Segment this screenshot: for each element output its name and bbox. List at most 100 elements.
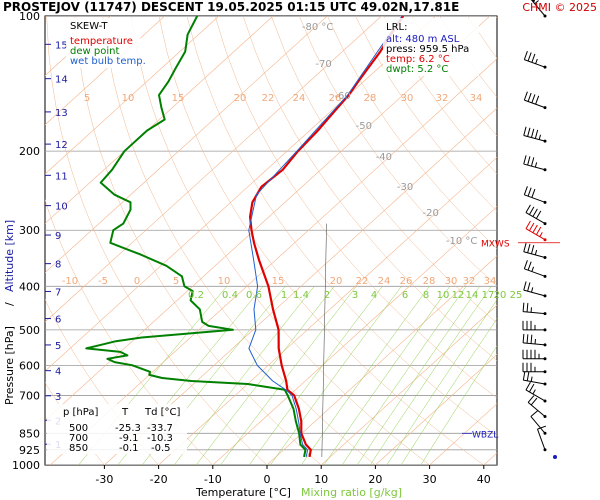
dry-adiabat-label: 15 <box>172 93 185 104</box>
wind-barb-flag <box>527 243 531 253</box>
y-tick-label: 600 <box>19 359 40 372</box>
isotherm-line <box>104 107 497 465</box>
wind-barb-flag <box>535 210 542 219</box>
wind-barb-staff <box>525 228 546 241</box>
altitude-tick-label: 10 <box>55 202 68 213</box>
wind-barb-flag <box>530 410 539 417</box>
wind-barb-station <box>543 255 547 259</box>
wind-barb <box>523 260 547 278</box>
isotherm-label: -10 °C <box>446 236 478 247</box>
parcel-reference-line <box>321 223 327 458</box>
y-axis-title-pressure: Pressure [hPa] <box>3 326 16 405</box>
wind-barb <box>525 220 547 242</box>
mixing-ratio-label: 1 <box>281 290 287 301</box>
wind-barb-flag <box>527 127 531 137</box>
wind-barb <box>523 51 547 69</box>
altitude-tick-label: 12 <box>55 140 68 151</box>
mixing-ratio-label: 25 <box>510 290 523 301</box>
mixing-ratio-label: 3 <box>352 290 358 301</box>
wind-barb-flag <box>534 129 539 139</box>
wind-barb <box>522 333 547 347</box>
wind-barb-station <box>543 65 547 69</box>
table-row-700-p: 700 <box>69 433 88 444</box>
isotherm-label: -80 °C <box>302 22 334 33</box>
wind-barb-staff <box>527 402 546 417</box>
isotherm-label: -30 <box>397 182 413 193</box>
wind-barb-station <box>543 357 547 361</box>
wind-barb-flag <box>526 303 529 313</box>
annotation-layer: MXWS WBZL <box>462 240 560 440</box>
y-axis-title-altitude: Altitude [km] <box>3 220 16 292</box>
y-tick-label: 200 <box>19 145 40 158</box>
altitude-tick-label: 7 <box>55 287 61 298</box>
lrl-box: LRL: alt: 480 m ASL press: 959.5 hPa tem… <box>383 18 479 76</box>
legend-title: SKEW-T <box>70 21 108 32</box>
dry-adiabat-label: 22 <box>262 93 275 104</box>
table-row-850-t: -0.1 <box>119 443 139 454</box>
mixing-ratio-label: 0.2 <box>188 290 204 301</box>
wind-barb-flag <box>522 333 525 343</box>
dry-adiabat-label: 32 <box>463 276 476 287</box>
x-axis-title: Temperature [°C] <box>195 486 291 499</box>
wind-barb-flag <box>523 242 527 252</box>
wind-barb <box>523 281 547 298</box>
wind-barb-station <box>543 238 547 242</box>
wind-barb-station <box>543 382 547 386</box>
wind-barb-flag <box>525 220 531 229</box>
mixing-ratio-line <box>220 286 357 465</box>
altitude-tick-label: 6 <box>55 315 61 326</box>
wind-barb <box>523 186 547 204</box>
dry-adiabat-label: 34 <box>470 93 483 104</box>
altitude-tick-label: 15 <box>55 40 68 51</box>
legend: SKEW-T temperature dew point wet bulb te… <box>66 18 146 68</box>
wind-barb-staff <box>525 389 546 402</box>
wind-barb-station <box>543 328 547 332</box>
isotherm-line <box>45 16 491 421</box>
chart-title: PROSTEJOV (11747) DESCENT 19.05.2025 01:… <box>3 0 459 14</box>
wind-barb-flag <box>523 186 528 195</box>
wind-barb <box>522 320 547 332</box>
dry-adiabat-label: 10 <box>218 276 231 287</box>
x-tick-label: 0 <box>264 473 271 486</box>
wind-barb <box>522 362 547 374</box>
isotherm-line <box>158 156 497 465</box>
lrl-temperature: temp: 6.2 °C <box>386 54 450 65</box>
isotherm-line <box>45 16 436 372</box>
wind-barb-half-flag <box>538 134 541 140</box>
isotherm-label: -60 <box>334 91 350 102</box>
altitude-tick-label: 11 <box>55 171 68 182</box>
dry-adiabat-line <box>214 16 497 399</box>
isotherm-line <box>375 354 497 465</box>
mixing-ratio-line <box>420 345 497 465</box>
dry-adiabat-line <box>46 16 268 465</box>
dry-adiabat-label: 26 <box>329 93 342 104</box>
dry-adiabat-line <box>186 16 497 437</box>
wind-barb-flag <box>522 371 526 381</box>
lrl-dewpoint: dwpt: 5.2 °C <box>386 64 448 75</box>
wind-barb-flag <box>523 91 528 101</box>
x-axis-title-mixing: Mixing ratio [g/kg] <box>301 486 402 499</box>
wind-barb-flag <box>522 302 525 312</box>
y-axis-title-separator: / <box>3 295 16 313</box>
mixing-ratio-label: 14 <box>466 290 479 301</box>
wind-barb <box>523 155 547 172</box>
x-tick-label: 10 <box>314 473 328 486</box>
wind-barb-flag <box>530 334 533 344</box>
mixing-ratio-line <box>270 286 402 465</box>
wind-barb-flag <box>531 53 536 63</box>
wind-barb-staff <box>524 59 546 68</box>
grid-layer <box>45 16 497 465</box>
wind-barb-staff <box>524 99 546 109</box>
dry-adiabat-label: 30 <box>445 276 458 287</box>
wind-barb-staff <box>523 134 546 142</box>
mixing-ratio-line <box>400 318 497 465</box>
y-tick-label: 100 <box>19 10 40 23</box>
wind-barb-staff <box>524 268 546 277</box>
x-tick-label: 20 <box>368 473 382 486</box>
lrl-title: LRL: <box>386 22 407 33</box>
wind-barb <box>523 91 547 110</box>
dry-adiabat-label: -10 <box>62 276 78 287</box>
wind-barb-flag <box>530 397 538 406</box>
wind-barb-flag <box>527 156 531 166</box>
